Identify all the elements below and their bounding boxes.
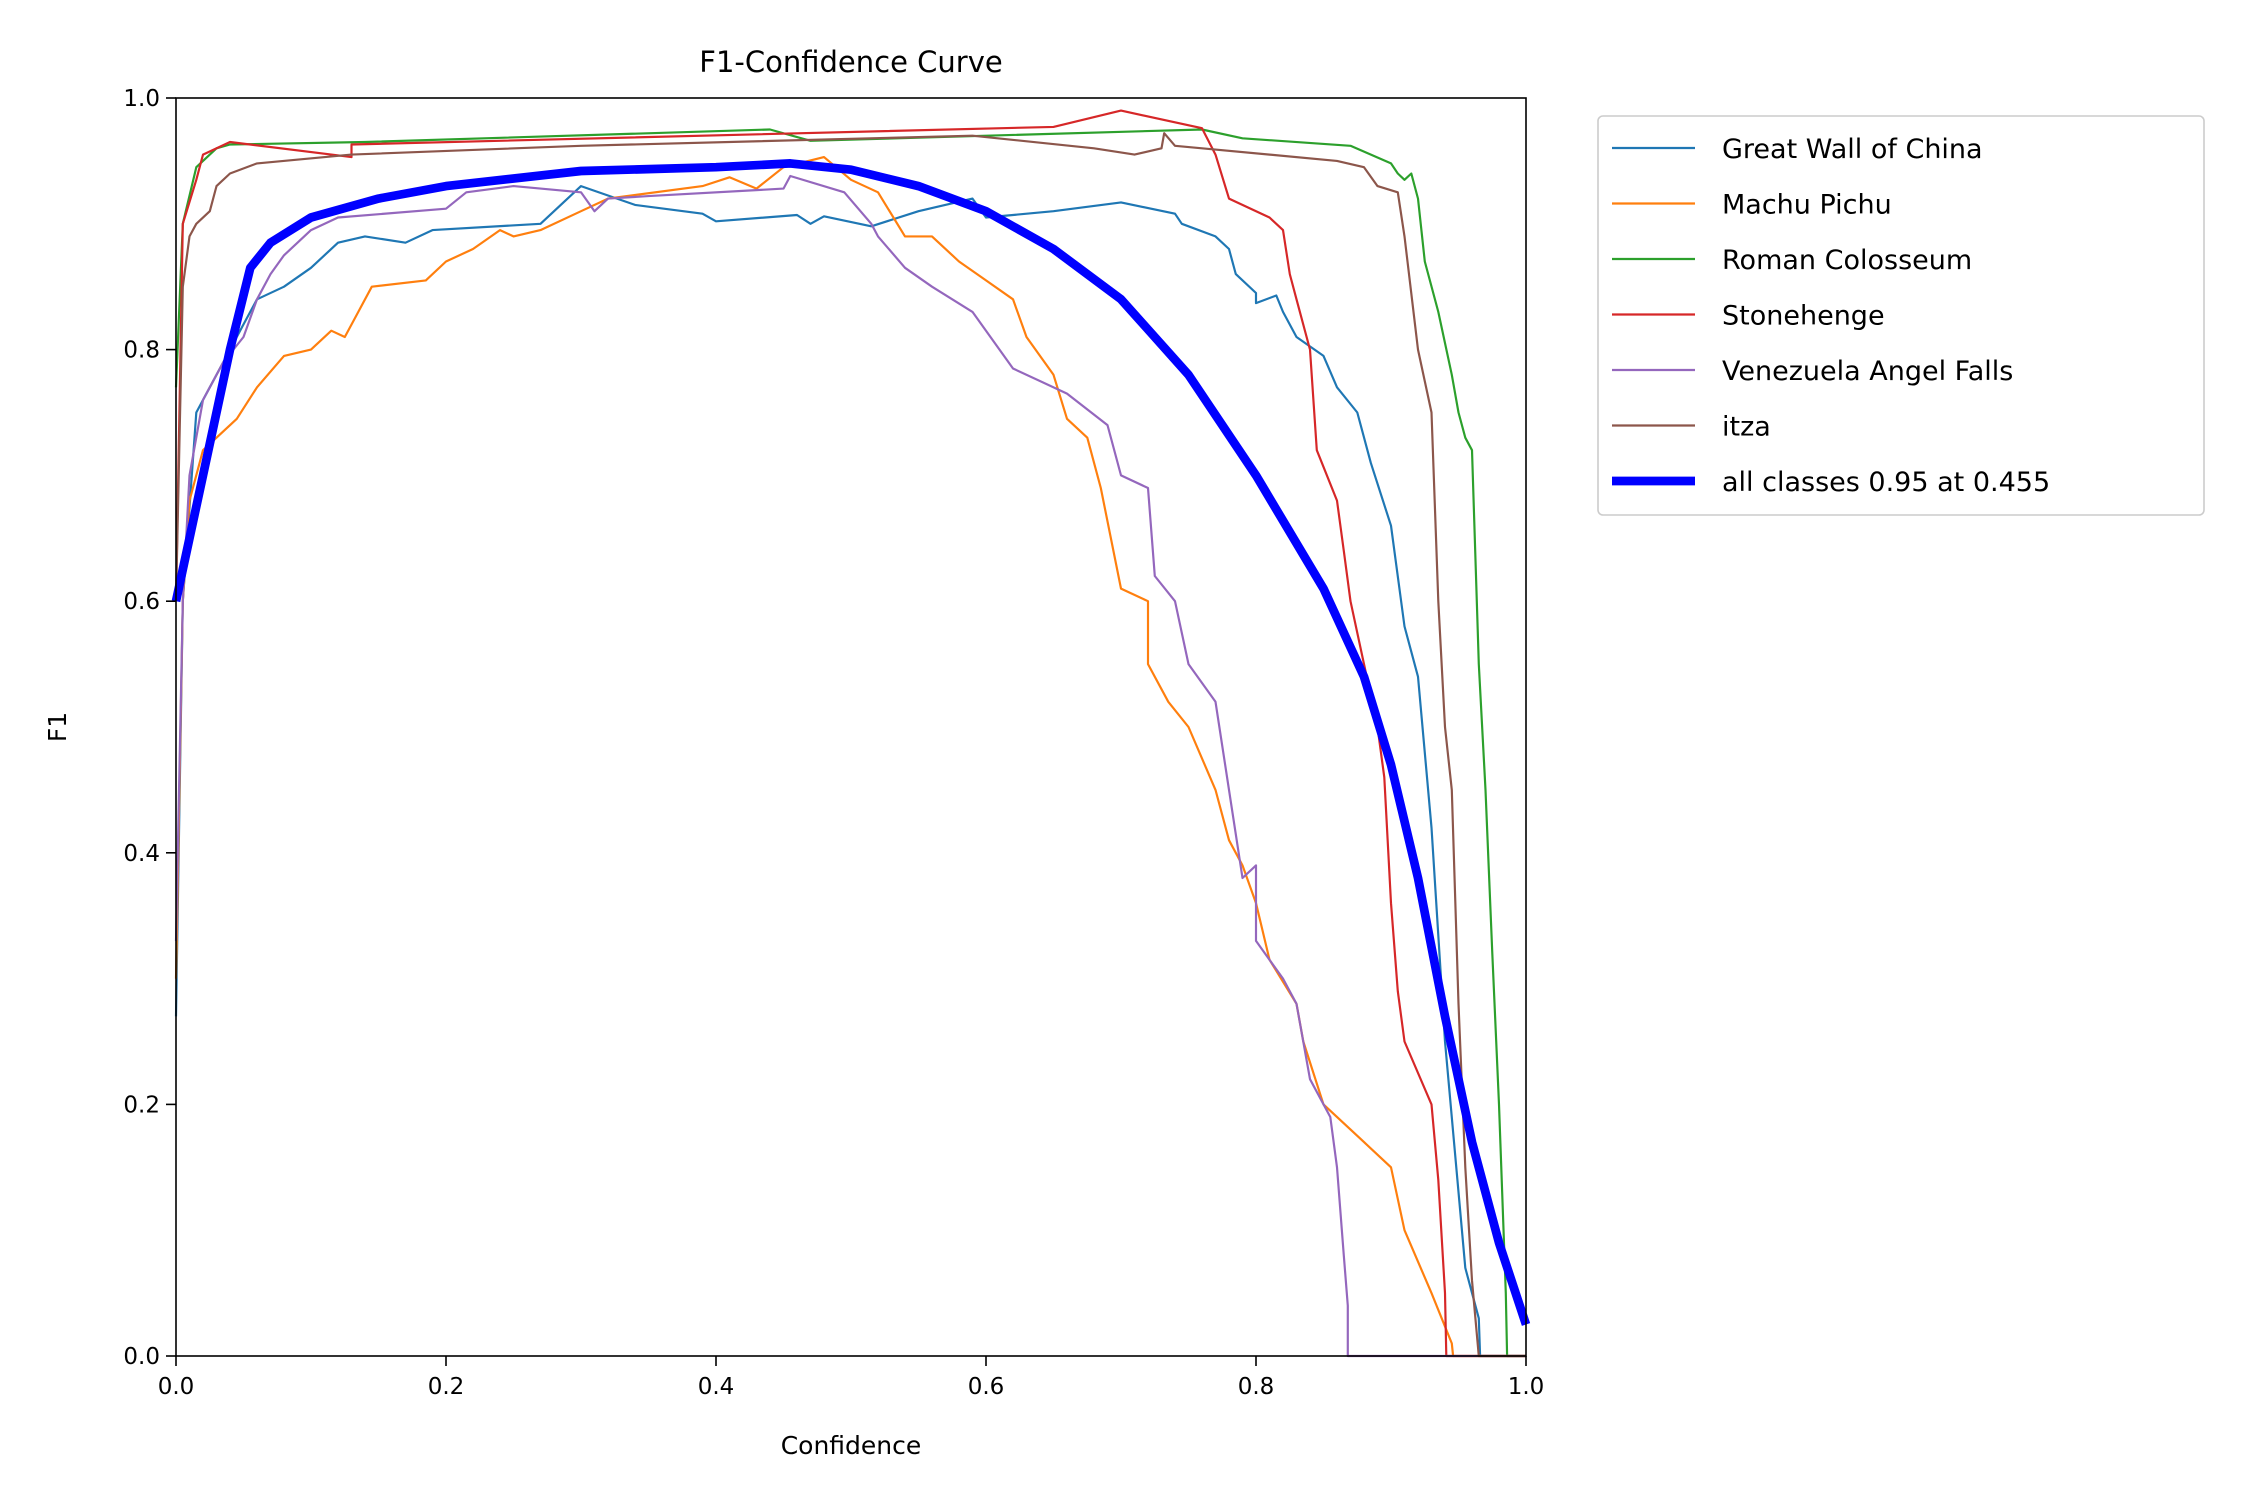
axis-ticks: 0.0 0.2 0.4 0.6 0.8 1.0 0.0 0.2 0.4 0.6 0.8 1.0	[123, 86, 1544, 1400]
x-tick-label: 1.0	[1508, 1374, 1545, 1400]
plot-frame	[175, 97, 1527, 1357]
y-tick-label: 1.0	[123, 86, 160, 112]
legend-label: all classes 0.95 at 0.455	[1722, 467, 2050, 498]
legend-label: Stonehenge	[1722, 301, 1885, 332]
legend-label: Venezuela Angel Falls	[1722, 356, 2013, 387]
y-axis-label: F1	[43, 712, 72, 742]
y-tick-label: 0.2	[123, 1092, 160, 1118]
x-tick-label: 0.2	[428, 1374, 465, 1400]
x-tick-label: 0.8	[1238, 1374, 1275, 1400]
y-tick-label: 0.6	[123, 589, 160, 615]
legend-label: itza	[1722, 412, 1771, 443]
y-tick-label: 0.8	[123, 338, 160, 364]
legend-label: Great Wall of China	[1722, 134, 1983, 165]
series-line-5	[174, 132, 1526, 1358]
series-layer	[171, 109, 1531, 1358]
series-line-1	[174, 156, 1526, 1358]
chart-title: F1-Confidence Curve	[699, 45, 1002, 79]
x-tick-label: 0.6	[968, 1374, 1005, 1400]
legend-label: Machu Pichu	[1722, 190, 1892, 221]
series-line-3	[174, 109, 1526, 1358]
series-line-0	[174, 185, 1526, 1358]
x-axis-label: Confidence	[781, 1431, 922, 1460]
series-line-2	[174, 128, 1526, 1358]
y-tick-label: 0.4	[123, 841, 160, 867]
series-line-4	[174, 174, 1526, 1358]
legend-frame	[1597, 115, 2205, 516]
x-tick-label: 0.4	[698, 1374, 735, 1400]
y-tick-label: 0.0	[123, 1344, 160, 1370]
series-line-6	[171, 159, 1531, 1326]
x-tick-label: 0.0	[158, 1374, 195, 1400]
legend: Great Wall of China Machu Pichu Roman Colo…	[1597, 115, 2205, 516]
legend-label: Roman Colosseum	[1722, 245, 1972, 276]
